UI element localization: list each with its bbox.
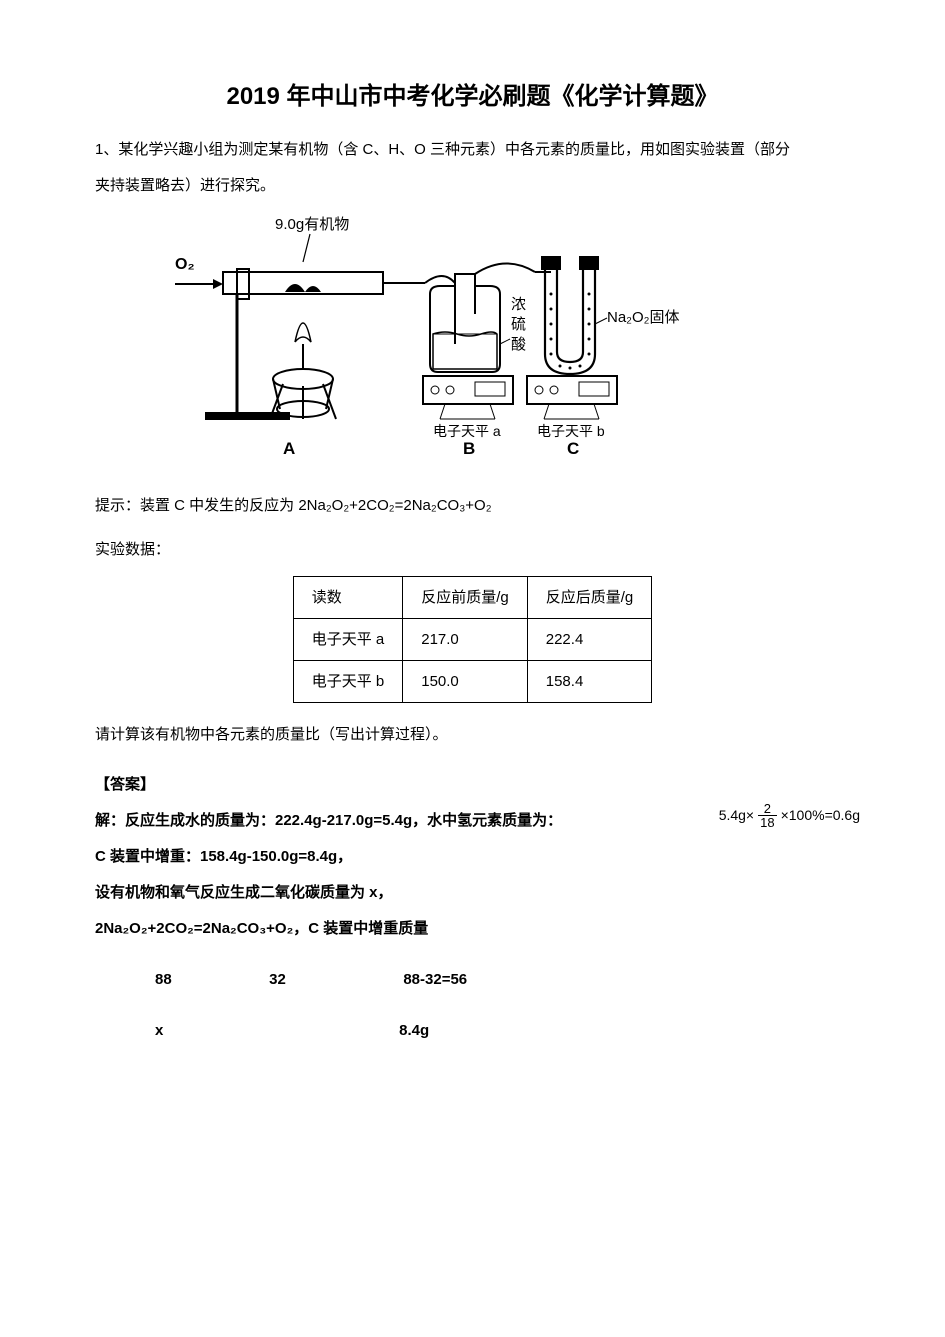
frac-post: ×100%=0.6g — [781, 799, 860, 833]
answer-heading: 【答案】 — [95, 767, 850, 803]
na2o2-label: Na₂O₂固体 — [607, 309, 680, 326]
table-row: 电子天平 b 150.0 158.4 — [293, 660, 652, 702]
answer-line-2: C 装置中增重：158.4g-150.0g=8.4g， — [95, 839, 850, 875]
apparatus-diagram: O₂ 9.0g有机物 A 浓 硫 酸 电子天平 a B — [175, 214, 850, 478]
stoich-diff: 88-32=56 — [403, 962, 467, 998]
answer-line-3: 设有机物和氧气反应生成二氧化碳质量为 x， — [95, 875, 850, 911]
stoich-row-2: x 8.4g — [155, 1013, 850, 1049]
balance-b-label: 电子天平 b — [537, 423, 605, 439]
cell-b-before: 150.0 — [403, 660, 528, 702]
concentrated-label-2: 硫 — [511, 316, 526, 333]
table-row: 读数 反应前质量/g 反应后质量/g — [293, 576, 652, 618]
frac-num: 2 — [762, 802, 773, 815]
fraction-icon: 2 18 — [758, 802, 776, 829]
stoich-row-1: 88 32 88-32=56 — [155, 962, 850, 998]
stoich-88: 88 — [155, 962, 265, 998]
stoich-32: 32 — [269, 962, 399, 998]
page-title: 2019 年中山市中考化学必刷题《化学计算题》 — [95, 80, 850, 114]
frac-pre: 5.4g× — [719, 799, 754, 833]
cell-balance-a: 电子天平 a — [293, 618, 403, 660]
o2-label: O₂ — [175, 256, 195, 273]
th-reading: 读数 — [293, 576, 403, 618]
answer-line-4: 2Na₂O₂+2CO₂=2Na₂CO₃+O₂，C 装置中增重质量 — [95, 911, 850, 947]
cell-a-before: 217.0 — [403, 618, 528, 660]
concentrated-label-1: 浓 — [511, 296, 526, 313]
stoich-8-4g: 8.4g — [399, 1013, 429, 1049]
question-text-a: 某化学兴趣小组为测定某有机物（含 C、H、O 三种元素）中各元素的质量比，用如图… — [118, 141, 790, 158]
concentrated-label-3: 酸 — [511, 336, 526, 353]
th-after: 反应后质量/g — [527, 576, 652, 618]
answer-text-1: 解：反应生成水的质量为：222.4g-217.0g=5.4g，水中氢元素质量为： — [95, 812, 562, 829]
label-a: A — [283, 439, 295, 458]
question-1-line-1: 1、某化学兴趣小组为测定某有机物（含 C、H、O 三种元素）中各元素的质量比，用… — [95, 132, 850, 168]
cell-a-after: 222.4 — [527, 618, 652, 660]
th-before: 反应前质量/g — [403, 576, 528, 618]
label-c: C — [567, 439, 579, 458]
balance-a-label: 电子天平 a — [433, 423, 501, 439]
answer-line-1: 解：反应生成水的质量为：222.4g-217.0g=5.4g，水中氢元素质量为：… — [95, 803, 850, 839]
question-number: 1、 — [95, 141, 118, 158]
hint-line: 提示：装置 C 中发生的反应为 2Na₂O₂+2CO₂=2Na₂CO₃+O₂ — [95, 488, 850, 524]
cell-b-after: 158.4 — [527, 660, 652, 702]
apparatus-svg: O₂ 9.0g有机物 A 浓 硫 酸 电子天平 a B — [175, 214, 695, 464]
table-row: 电子天平 a 217.0 222.4 — [293, 618, 652, 660]
frac-den: 18 — [758, 815, 776, 829]
label-b: B — [463, 439, 475, 458]
ask-line: 请计算该有机物中各元素的质量比（写出计算过程）。 — [95, 717, 850, 753]
cell-balance-b: 电子天平 b — [293, 660, 403, 702]
fraction-expr: 5.4g× 2 18 ×100%=0.6g — [719, 799, 860, 833]
stoich-x: x — [155, 1013, 395, 1049]
data-table: 读数 反应前质量/g 反应后质量/g 电子天平 a 217.0 222.4 电子… — [293, 576, 653, 703]
sample-label: 9.0g有机物 — [275, 216, 349, 233]
data-label: 实验数据： — [95, 532, 850, 568]
question-1-line-2: 夹持装置略去）进行探究。 — [95, 168, 850, 204]
